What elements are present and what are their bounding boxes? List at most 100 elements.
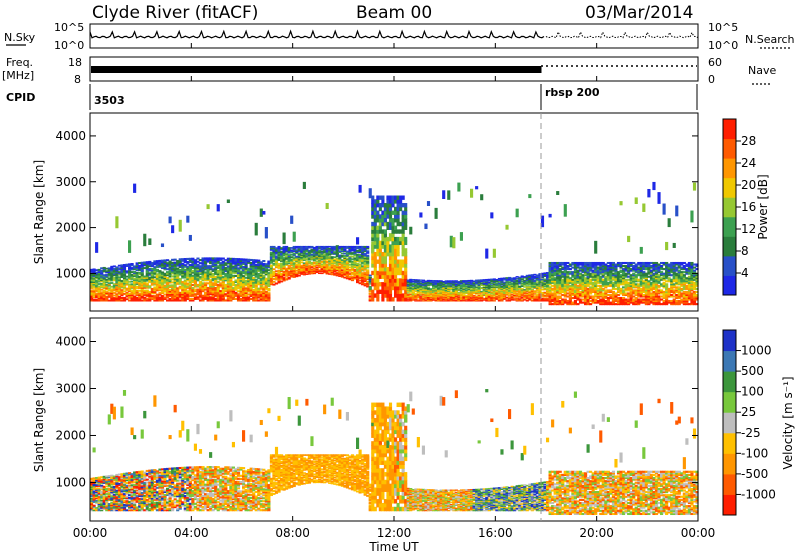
power-cell xyxy=(414,288,418,290)
power-cell xyxy=(457,293,461,295)
power-cell xyxy=(138,295,142,298)
power-cell xyxy=(611,296,615,300)
power-cell xyxy=(297,265,301,267)
power-cell xyxy=(495,298,499,300)
power-cell xyxy=(520,291,524,294)
power-cell xyxy=(452,300,456,302)
power-cell xyxy=(561,290,565,294)
power-cell xyxy=(513,290,517,292)
power-cell xyxy=(553,292,557,295)
power-cell xyxy=(259,265,263,268)
power-cell xyxy=(416,282,420,284)
power-cell xyxy=(561,281,565,284)
power-cell xyxy=(366,272,370,275)
power-cell xyxy=(125,275,129,278)
power-cell xyxy=(510,299,514,301)
power-cell xyxy=(277,248,281,251)
power-cell xyxy=(239,276,243,279)
power-cell xyxy=(546,291,550,294)
power-cell xyxy=(444,297,448,300)
power-cell xyxy=(502,285,507,288)
power-cell xyxy=(115,266,119,269)
power-cell xyxy=(143,233,147,247)
power-cell xyxy=(201,285,205,288)
power-cell xyxy=(320,251,324,254)
power-cell xyxy=(589,275,593,278)
power-cell xyxy=(206,294,210,297)
power-cell xyxy=(409,280,413,282)
power-cell xyxy=(414,279,418,282)
power-cell xyxy=(193,280,197,283)
power-cell xyxy=(406,292,410,294)
power-cell xyxy=(178,270,182,273)
power-cell xyxy=(609,269,613,272)
power-cell xyxy=(282,278,286,281)
power-cell xyxy=(95,276,99,279)
power-cell xyxy=(424,297,428,300)
power-cell xyxy=(401,244,405,249)
power-cell xyxy=(376,278,380,283)
power-cell xyxy=(204,279,208,282)
power-cell xyxy=(361,262,365,265)
power-cell xyxy=(609,281,613,284)
power-cell xyxy=(287,251,291,254)
power-cell xyxy=(290,251,294,254)
power-cell xyxy=(328,245,332,248)
power-cell xyxy=(500,298,504,300)
power-cell xyxy=(242,284,246,287)
power-cell xyxy=(515,290,519,292)
power-cell xyxy=(160,272,165,275)
power-cell xyxy=(464,289,469,292)
power-cell xyxy=(411,288,415,290)
power-cell xyxy=(558,301,562,304)
nsky-series-line xyxy=(89,29,545,39)
power-cell xyxy=(518,281,522,283)
power-cell xyxy=(525,294,529,296)
power-cell xyxy=(464,294,469,297)
power-cell xyxy=(224,268,228,271)
power-cell xyxy=(429,289,433,292)
power-cell xyxy=(206,279,210,282)
power-cell xyxy=(432,283,436,286)
power-cell xyxy=(295,245,299,248)
power-cell xyxy=(163,275,167,278)
power-cell xyxy=(538,288,542,290)
power-cell xyxy=(576,275,580,278)
power-cell xyxy=(181,288,185,291)
power-cell xyxy=(201,297,205,300)
power-cell xyxy=(601,284,605,287)
power-cell xyxy=(312,253,317,256)
power-cell xyxy=(302,254,306,256)
power-cell xyxy=(518,290,522,292)
power-cell xyxy=(396,199,400,204)
power-cell xyxy=(551,263,555,266)
power-cell xyxy=(318,254,322,257)
power-cell xyxy=(280,277,284,280)
power-cell xyxy=(186,262,190,265)
power-cell xyxy=(92,268,96,271)
power-cell xyxy=(274,278,279,281)
power-cell xyxy=(553,280,557,283)
power-cell xyxy=(475,291,479,294)
power-cell xyxy=(95,292,99,295)
power-cell xyxy=(586,298,590,301)
power-cell xyxy=(452,292,456,294)
power-cell xyxy=(305,273,309,275)
power-cell xyxy=(254,263,258,266)
power-cell xyxy=(201,288,205,291)
power-cell xyxy=(447,283,451,285)
power-cell xyxy=(102,285,106,287)
power-cell xyxy=(249,275,253,278)
power-cell xyxy=(540,215,545,228)
power-cell xyxy=(90,294,94,296)
power-cell xyxy=(221,299,225,302)
power-cell xyxy=(166,299,170,302)
power-cell xyxy=(409,295,413,297)
power-cell xyxy=(533,283,537,286)
power-cell xyxy=(601,301,605,304)
power-cell xyxy=(563,269,567,272)
power-cell xyxy=(183,274,187,278)
power-cell xyxy=(581,261,585,265)
power-cell xyxy=(115,277,119,280)
power-cell xyxy=(510,286,514,288)
